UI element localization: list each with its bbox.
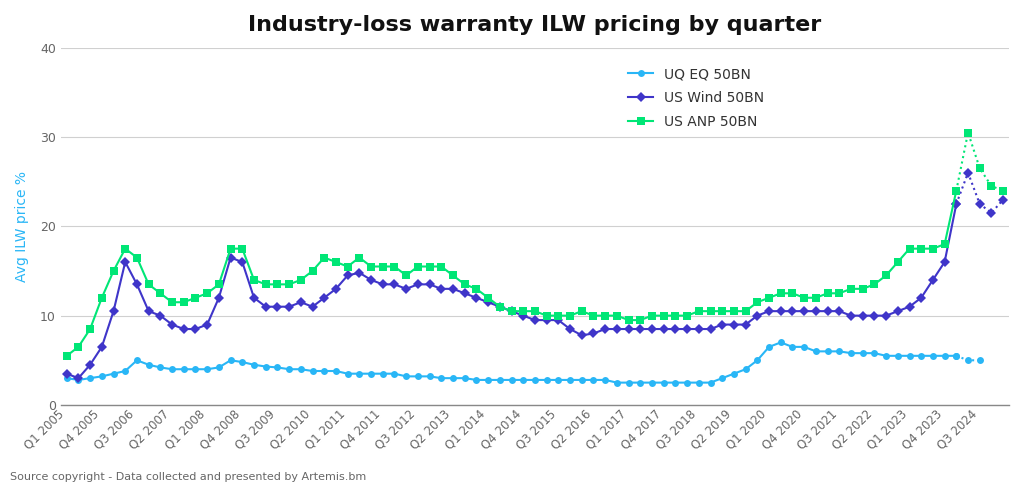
Title: Industry-loss warranty ILW pricing by quarter: Industry-loss warranty ILW pricing by qu… [248,15,821,35]
Legend: UQ EQ 50BN, US Wind 50BN, US ANP 50BN: UQ EQ 50BN, US Wind 50BN, US ANP 50BN [623,62,770,134]
Text: Source copyright - Data collected and presented by Artemis.bm: Source copyright - Data collected and pr… [10,471,367,482]
Y-axis label: Avg ILW price %: Avg ILW price % [15,171,29,282]
